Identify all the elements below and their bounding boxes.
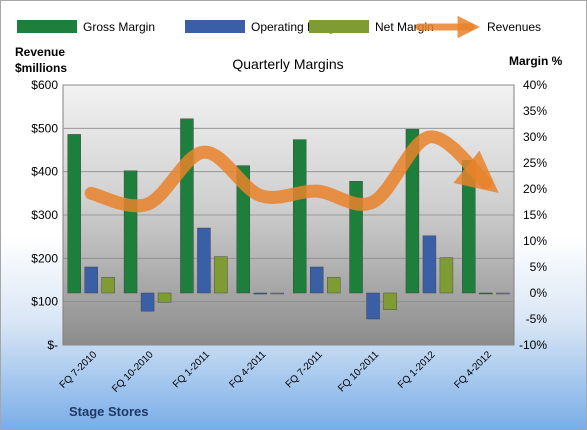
bar-operating-margin <box>197 227 211 294</box>
right-tick-label: 0% <box>530 286 548 300</box>
x-tick-label: FQ 1-2011 <box>171 349 212 390</box>
x-axis-ticks: FQ 7-2010 FQ 10-2010 FQ 1-2011 FQ 4-2011 FQ … <box>58 349 495 395</box>
x-tick-label: FQ 7-2010 <box>58 349 100 391</box>
bar-operating-margin <box>309 266 324 294</box>
right-tick-label: 40% <box>523 78 547 92</box>
right-tick-label: -10% <box>519 338 547 352</box>
legend-swatch-gross-margin <box>17 20 77 33</box>
x-tick-label: FQ 10-2011 <box>336 349 381 394</box>
bar-operating-margin <box>366 292 380 320</box>
x-tick-label: FQ 7-2011 <box>284 349 325 390</box>
right-tick-label: 20% <box>523 182 547 196</box>
right-tick-label: 10% <box>523 234 547 248</box>
x-tick-label: FQ 10-2010 <box>110 349 156 395</box>
bar-gross-margin <box>180 118 194 294</box>
left-axis-title-line1: Revenue <box>15 45 65 59</box>
legend-label-revenues: Revenues <box>487 20 541 34</box>
x-tick-label: FQ 4-2011 <box>227 349 268 390</box>
revenue-line <box>84 130 499 213</box>
bar-operating-margin <box>422 235 437 294</box>
bar-gross-margin <box>123 170 138 294</box>
right-tick-label: 15% <box>523 208 547 222</box>
right-tick-label: 35% <box>523 104 547 118</box>
bar-net-margin <box>214 256 228 294</box>
bar-gross-margin <box>236 165 251 294</box>
legend-swatch-operating-margin <box>185 20 245 33</box>
bar-net-margin <box>439 257 454 294</box>
left-tick-label: $- <box>47 338 58 352</box>
bar-operating-margin <box>479 292 493 295</box>
bar-gross-margin <box>405 128 420 294</box>
bar-net-margin <box>270 292 285 295</box>
left-tick-label: $100 <box>31 295 58 309</box>
bar-gross-margin <box>292 139 307 294</box>
bar-operating-margin <box>140 292 155 312</box>
bar-net-margin <box>326 277 341 294</box>
bars-group <box>67 118 510 320</box>
right-tick-label: 5% <box>530 260 548 274</box>
left-axis-title-line2: $millions <box>15 61 67 75</box>
legend-label-gross-margin: Gross Margin <box>83 20 155 34</box>
bar-operating-margin <box>253 292 268 295</box>
bar-operating-margin <box>84 266 98 294</box>
bar-net-margin <box>383 292 397 310</box>
right-axis-title: Margin % <box>509 54 563 68</box>
revenue-group <box>84 130 499 213</box>
bar-net-margin <box>101 277 115 294</box>
legend-swatch-net-margin <box>309 20 369 33</box>
left-tick-label: $600 <box>31 78 58 92</box>
bar-net-margin <box>157 292 172 303</box>
left-tick-label: $200 <box>31 251 58 265</box>
legend: Gross Margin Operating Margin Net Margin… <box>17 15 541 39</box>
gridlines <box>63 84 514 346</box>
left-axis-ticks: $- $100 $200 $300 $400 $500 $600 <box>31 78 58 352</box>
left-tick-label: $400 <box>31 165 58 179</box>
right-axis-ticks: -10% -5% 0% 5% 10% 15% 20% 25% 30% 35% 40% <box>519 78 547 352</box>
company-name: Stage Stores <box>69 404 148 419</box>
right-tick-label: 25% <box>523 156 547 170</box>
right-tick-label: -5% <box>526 312 548 326</box>
x-tick-label: FQ 4-2012 <box>452 349 494 391</box>
x-tick-label: FQ 1-2012 <box>396 349 438 391</box>
chart-title: Quarterly Margins <box>232 56 343 72</box>
bar-gross-margin <box>67 134 81 294</box>
bar-net-margin <box>496 292 510 295</box>
bar-gross-margin <box>462 160 476 294</box>
right-tick-label: 30% <box>523 130 547 144</box>
left-tick-label: $300 <box>31 208 58 222</box>
left-tick-label: $500 <box>31 121 58 135</box>
